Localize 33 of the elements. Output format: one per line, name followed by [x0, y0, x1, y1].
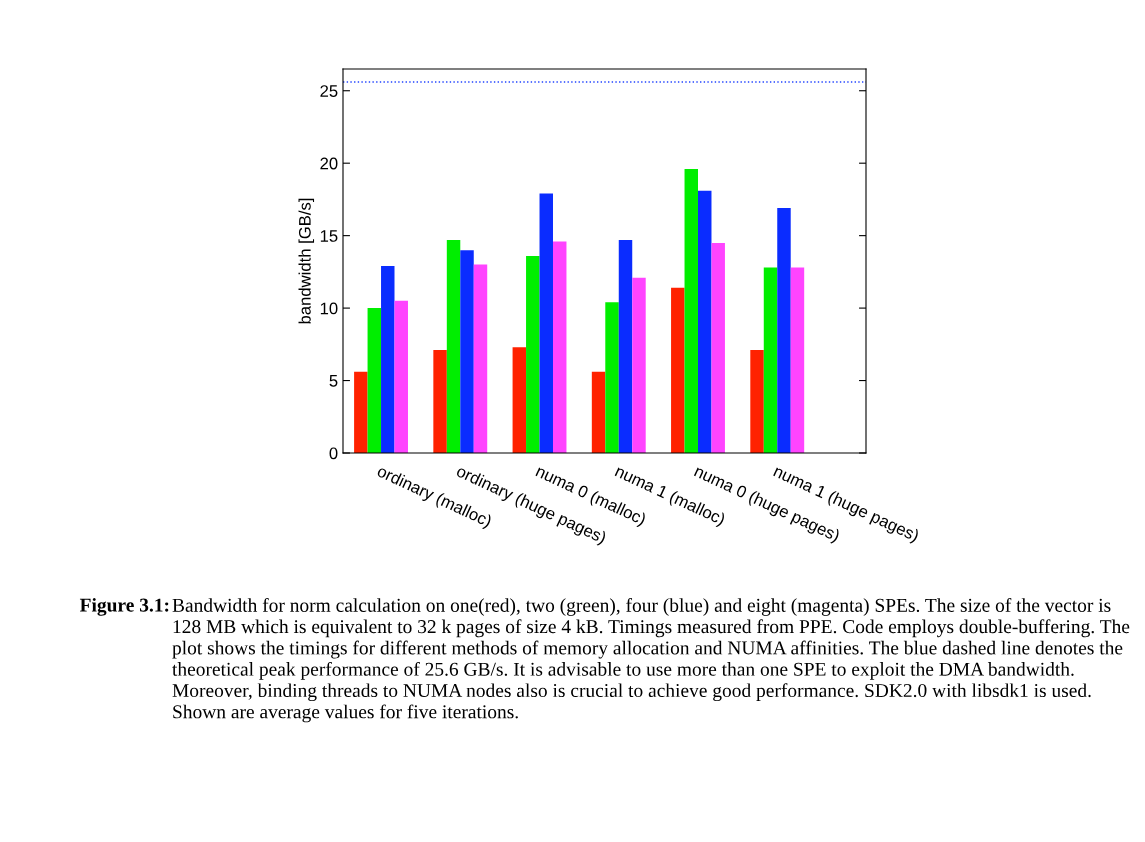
y-tick-label: 10 — [320, 302, 338, 315]
y-tick-label: 5 — [329, 375, 338, 387]
y-tick-label: 15 — [320, 230, 338, 242]
bar — [698, 190, 712, 453]
bar — [605, 302, 619, 453]
y-tick-label: 20 — [320, 157, 338, 170]
caption: Figure 3.1: — [79, 598, 169, 616]
y-axis-title: bandwidth [GB/s] — [298, 198, 315, 324]
bar — [526, 255, 540, 453]
bar — [367, 308, 382, 453]
text: Bandwidth for norm calculation on one(red), two (green), four (blue) and eight (magenta) SPEs. The size of the vector is 128 MB which is equivalent to 32 k pages of size 4 kB. Timings measured from PPE. Code employs double-buffering. The plot shows the timings for different methods of memory allocation and NUMA affinities. The blue dashed line denotes the theoretical peak performance of 25.6 GB/s. It is advisable to use more than one SPE to exploit the DMA bandwidth. Moreover, binding threads to NUMA nodes also is crucial to achieve good performance. SDK2.0 with libsdk1 is used. Shown are average values for five iterations. — [172, 598, 1130, 723]
bar — [394, 300, 408, 453]
bar — [354, 371, 368, 453]
bar — [711, 242, 725, 453]
bar — [446, 239, 461, 453]
bar — [632, 277, 646, 453]
bar — [473, 264, 488, 453]
bar — [777, 208, 791, 453]
bar — [671, 287, 685, 453]
bar — [763, 267, 778, 453]
y-tick-label: 0 — [329, 447, 338, 460]
bar — [591, 371, 606, 453]
bar — [512, 347, 527, 453]
bar — [618, 239, 633, 453]
y-tick-label: 25 — [320, 85, 338, 97]
bar — [381, 266, 395, 453]
bar — [750, 350, 764, 453]
bar — [433, 350, 447, 453]
bar — [539, 193, 553, 453]
bar — [684, 168, 699, 453]
bar — [552, 241, 567, 453]
bar — [460, 250, 474, 453]
bar — [790, 267, 805, 453]
